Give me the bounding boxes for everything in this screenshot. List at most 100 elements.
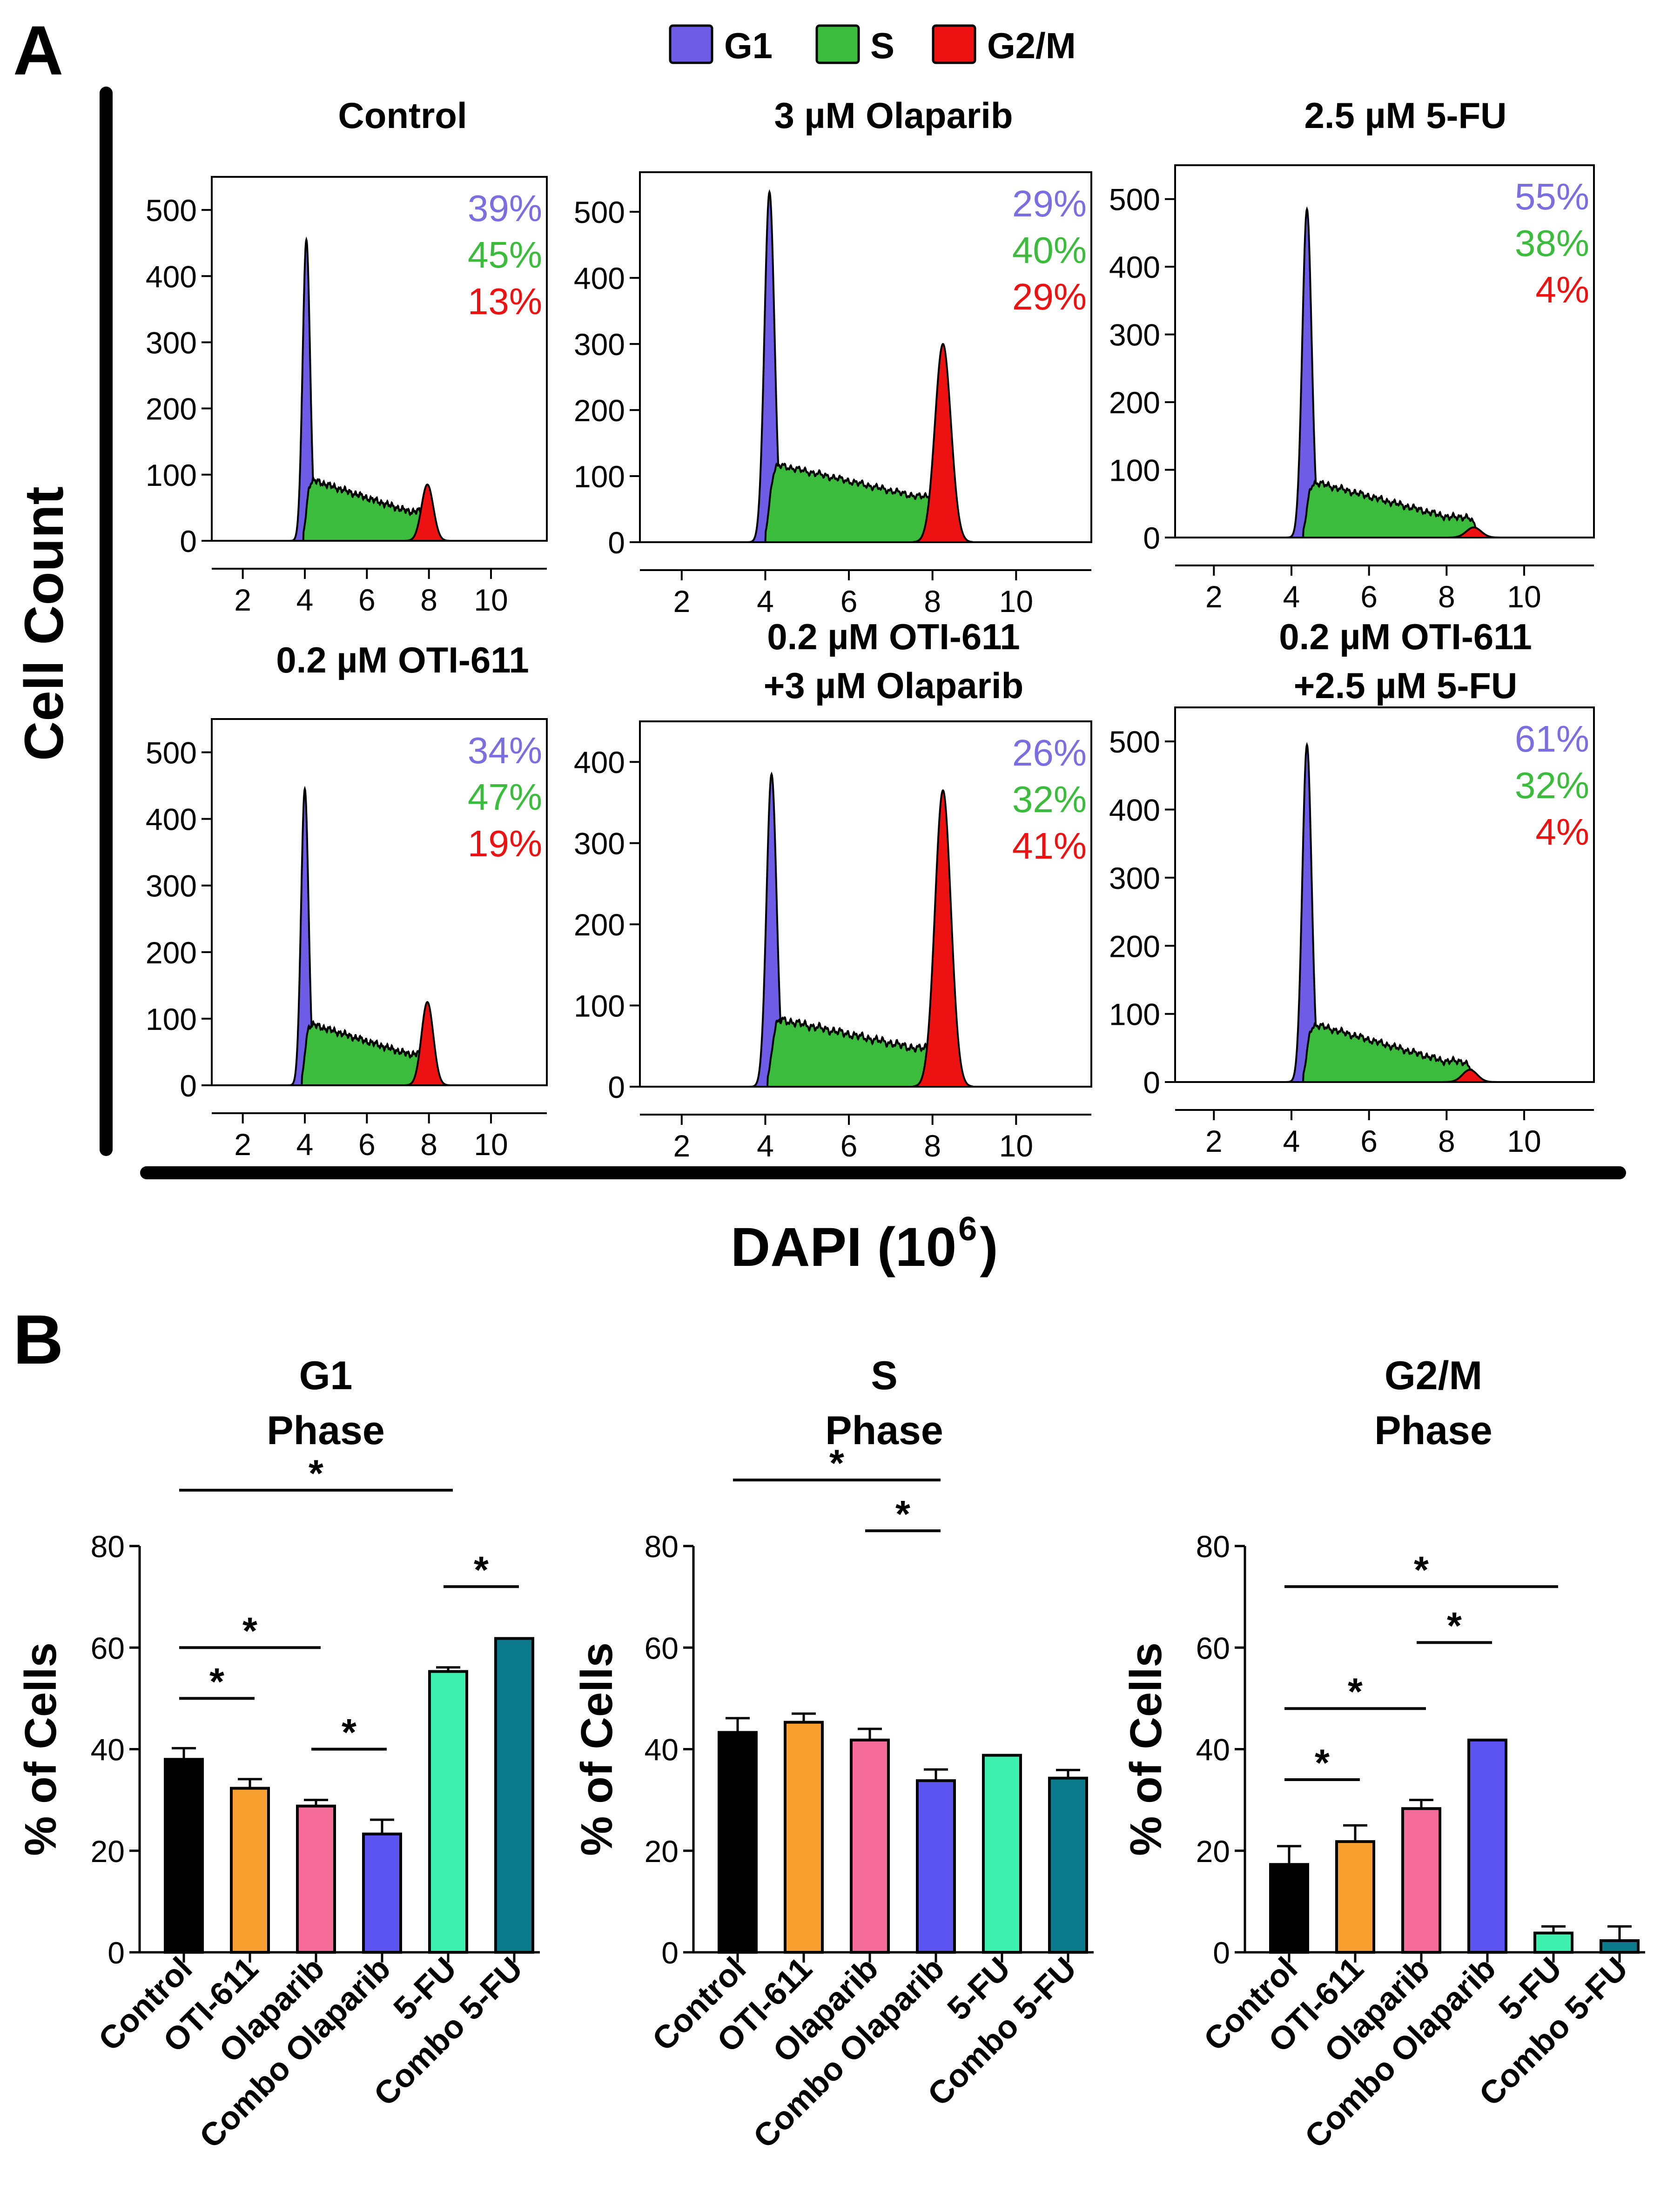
dapi-axis-title-close: )	[980, 1217, 998, 1278]
y-tick-label: 400	[574, 261, 625, 296]
legend-swatch-s	[815, 24, 860, 64]
g2m-percent: 29%	[1012, 276, 1087, 317]
phase-legend: G1 S G2/M	[669, 24, 1076, 66]
g2m-percent: 19%	[468, 823, 542, 864]
s-percent: 32%	[1012, 779, 1087, 820]
y-tick-label: 0	[180, 524, 197, 558]
histogram-title: +2.5 µM 5-FU	[1294, 665, 1518, 706]
x-tick-label: 4	[1283, 1124, 1300, 1158]
g1-percent: 55%	[1515, 176, 1589, 217]
y-tick-label: 500	[1109, 725, 1160, 759]
histogram-frame	[1174, 164, 1595, 538]
bar-combo-5-fu	[1048, 1776, 1088, 1954]
legend-label-g2m: G2/M	[987, 25, 1076, 66]
significance-star: *	[1348, 1671, 1363, 1713]
x-tick-label: 8	[420, 1127, 437, 1162]
x-tick-label: 2	[673, 584, 690, 619]
significance-star: *	[1414, 1549, 1429, 1591]
significance-star: *	[209, 1661, 224, 1703]
y-tick-label: 40	[645, 1733, 679, 1767]
x-tick-label: 10	[1507, 579, 1541, 614]
bar-control	[718, 1731, 758, 1954]
s-percent: 45%	[468, 234, 542, 276]
histogram-1: Control 0 100 200 300 400 500 2 4 6 8 10 39% 45% 13%	[146, 95, 548, 617]
y-tick-label: 60	[91, 1631, 125, 1665]
histogram-title: 3 µM Olaparib	[774, 95, 1013, 136]
y-tick-label: 100	[1109, 997, 1160, 1032]
bar-chart-title: G2/M	[1385, 1353, 1482, 1398]
y-tick-label: 300	[1109, 861, 1160, 895]
g1-percent: 39%	[468, 188, 542, 229]
legend-swatch-g2m	[932, 24, 976, 64]
y-tick-label: 400	[574, 745, 625, 780]
g1-percent: 34%	[468, 730, 542, 771]
y-tick-label: 40	[91, 1733, 125, 1767]
y-tick-label: 100	[146, 1002, 197, 1036]
histogram-frame	[211, 176, 548, 542]
histogram-3: 2.5 µM 5-FU 0 100 200 300 400 500 2 4 6 8 10 55% 38% 4…	[1109, 95, 1595, 614]
s-phase-area	[764, 462, 959, 543]
y-tick-label: 80	[91, 1529, 125, 1564]
x-tick-label: 8	[924, 584, 941, 619]
x-tick-label: 6	[358, 583, 376, 617]
y-tick-label: 200	[146, 935, 197, 970]
y-tick-label: 100	[574, 989, 625, 1023]
bar-5-fu	[982, 1754, 1022, 1954]
g2m-percent: 4%	[1535, 269, 1589, 310]
x-tick-label: 8	[1438, 579, 1455, 614]
bar-combo-5-fu	[1600, 1939, 1640, 1954]
g2m-peak-area	[404, 1001, 450, 1086]
y-tick-label: 400	[1109, 793, 1160, 827]
x-tick-label: 10	[999, 584, 1033, 619]
y-tick-label: 200	[1109, 385, 1160, 420]
y-tick-label: 200	[146, 392, 197, 426]
histogram-frame	[211, 718, 548, 1086]
y-tick-label: 500	[574, 195, 625, 229]
x-tick-label: 2	[234, 1127, 251, 1162]
histogram-5: 0.2 µM OTI-611 +3 µM Olaparib 0 100 200 300 40…	[574, 616, 1092, 1163]
y-tick-label: 300	[146, 869, 197, 903]
histogram-4: 0.2 µM OTI-611 0 100 200 300 400 500 2 4 6 8 10 34% 4…	[146, 639, 548, 1162]
x-tick-label: 8	[1438, 1124, 1455, 1158]
significance-star: *	[829, 1442, 844, 1485]
histogram-2: 3 µM Olaparib 0 100 200 300 400 500 2 4 6 8 10 29% 40…	[574, 95, 1092, 619]
y-tick-label: 200	[574, 908, 625, 942]
s-phase-area	[302, 476, 439, 542]
y-tick-label: 60	[645, 1631, 679, 1665]
histogram-frame	[639, 720, 1092, 1088]
bar-olaparib	[850, 1738, 890, 1954]
s-phase-area	[1302, 1021, 1485, 1083]
y-tick-label: 20	[1196, 1834, 1230, 1869]
bar-oti-611	[1335, 1840, 1375, 1954]
x-tick-label: 6	[1360, 1124, 1378, 1158]
significance-star: *	[309, 1452, 323, 1495]
dapi-axis-title-exponent: 6	[958, 1210, 977, 1248]
significance-star: *	[474, 1549, 489, 1591]
bar-chart-title: S	[871, 1353, 897, 1398]
y-tick-label: 100	[574, 459, 625, 494]
y-tick-label: 200	[574, 393, 625, 428]
x-tick-label: 10	[474, 583, 508, 617]
bar-chart-title: Phase	[825, 1408, 943, 1453]
s-percent: 47%	[468, 776, 542, 818]
y-tick-label: 500	[1109, 182, 1160, 217]
x-tick-label: 6	[1360, 579, 1378, 614]
histogram-title: +3 µM Olaparib	[764, 665, 1024, 706]
x-tick-label: 10	[1507, 1124, 1541, 1158]
legend-label-s: S	[870, 25, 894, 66]
x-tick-label: 2	[234, 583, 251, 617]
cell-count-axis-title: Cell Count	[13, 486, 75, 761]
g2m-peak-area	[913, 789, 974, 1088]
x-tick-label: 10	[999, 1129, 1033, 1163]
y-tick-label: 100	[146, 458, 197, 492]
x-tick-label: 4	[1283, 579, 1300, 614]
s-phase-area	[1302, 479, 1488, 538]
y-tick-label: 0	[180, 1069, 197, 1103]
bar-chart-title: Phase	[1374, 1408, 1492, 1453]
s-percent: 38%	[1515, 222, 1589, 264]
x-tick-label: 6	[840, 1129, 858, 1163]
